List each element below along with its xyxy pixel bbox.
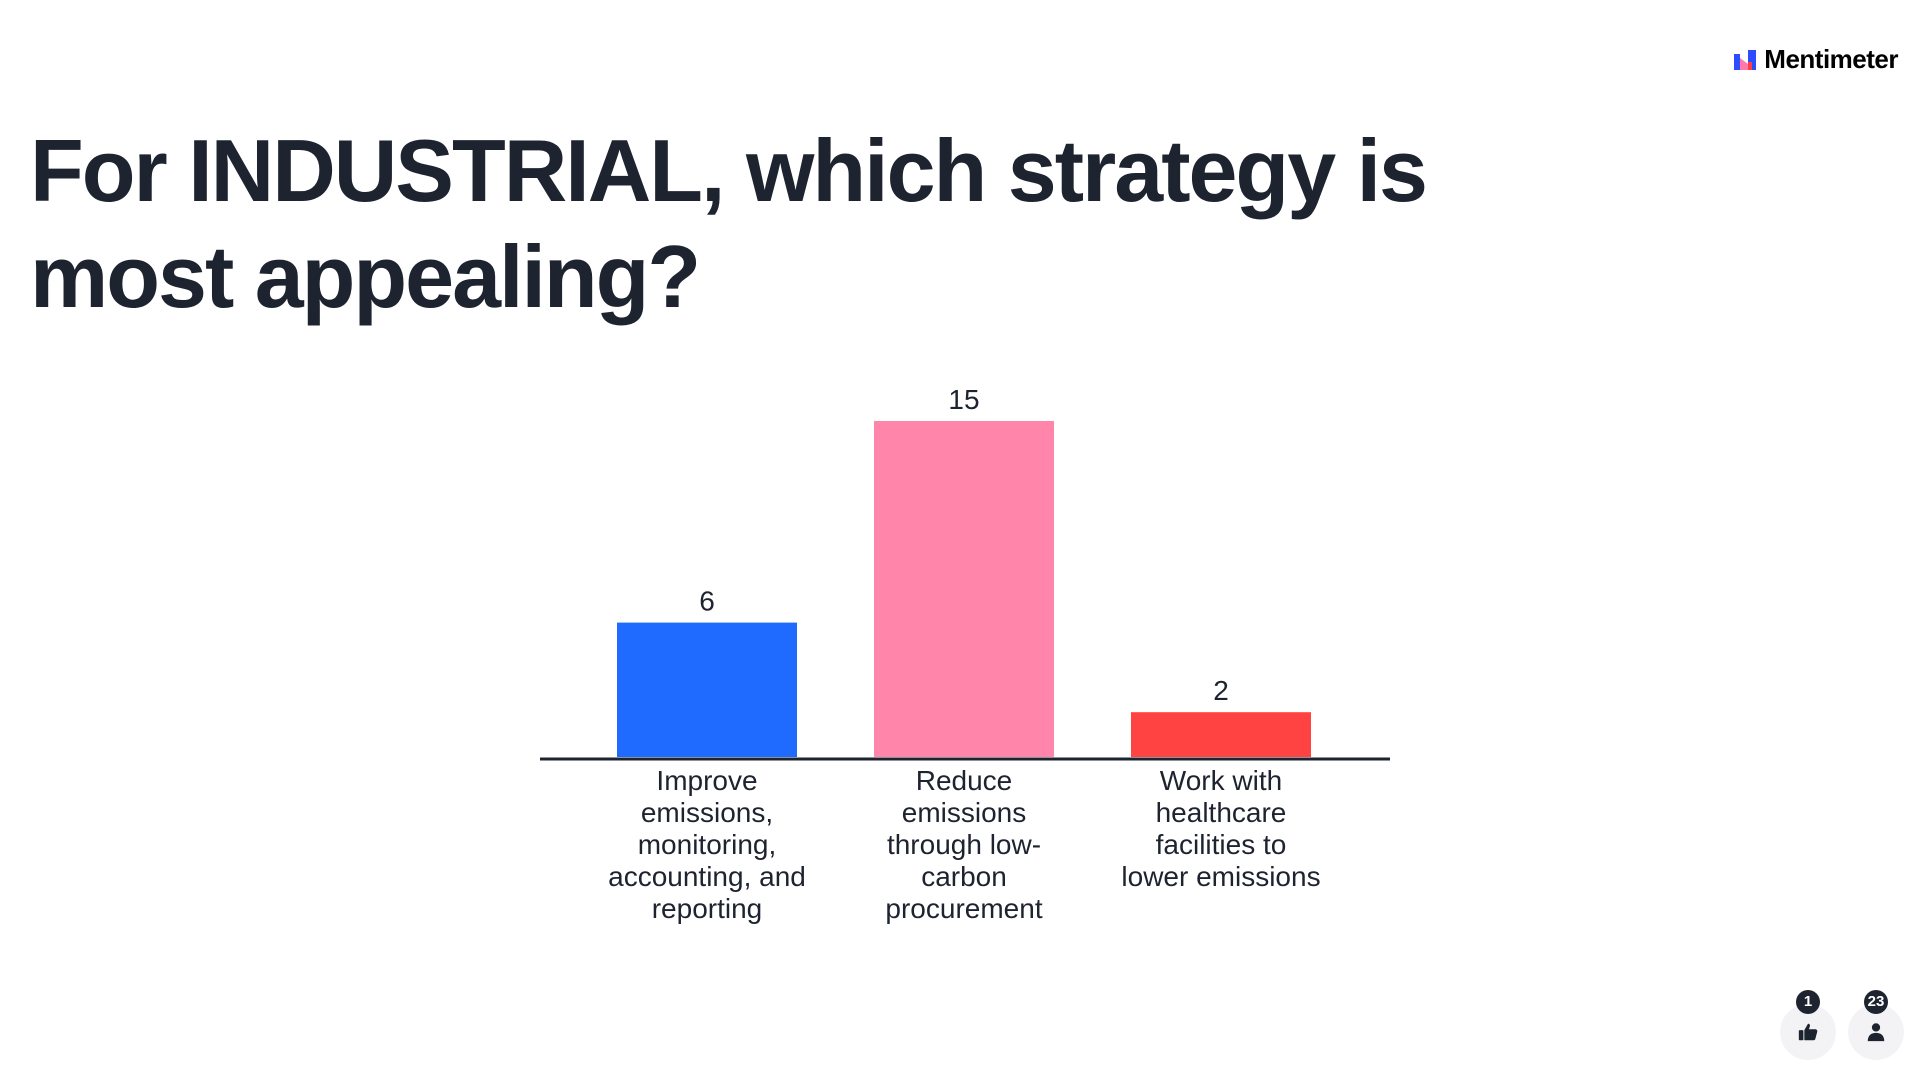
bar-value-label-3: 2 (1213, 675, 1229, 706)
brand-name: Mentimeter (1764, 44, 1898, 74)
bar-2 (874, 421, 1054, 757)
like-count-badge: 1 (1796, 990, 1820, 1014)
category-label-1: Improve emissions, monitoring, accountin… (608, 765, 806, 924)
bar-chart-canvas: 6 15 2 (540, 384, 1390, 761)
category-label-2: Reduce emissions through low-carbon proc… (885, 765, 1043, 924)
mentimeter-logo: Mentimeter (1734, 44, 1898, 75)
mentimeter-logo-icon (1734, 49, 1757, 70)
thumbs-up-icon (1798, 1023, 1818, 1041)
like-button[interactable]: 1 (1780, 990, 1836, 1060)
bar-value-label-2: 15 (948, 384, 979, 415)
person-icon (1867, 1023, 1885, 1042)
results-bar-chart: 6 15 2 Improve emissions, monitoring, acco… (540, 380, 1390, 940)
question-title: For INDUSTRIAL, which strategy is most a… (30, 121, 1428, 326)
bar-value-label-1: 6 (699, 586, 715, 617)
bar-1 (617, 622, 797, 757)
bar-3 (1131, 712, 1311, 757)
participant-count-badge: 23 (1864, 990, 1888, 1014)
participants-button[interactable]: 23 (1848, 990, 1904, 1060)
category-label-3: Work with healthcare facilities to lower… (1121, 765, 1321, 892)
reaction-bar: 1 23 (1780, 990, 1904, 1060)
